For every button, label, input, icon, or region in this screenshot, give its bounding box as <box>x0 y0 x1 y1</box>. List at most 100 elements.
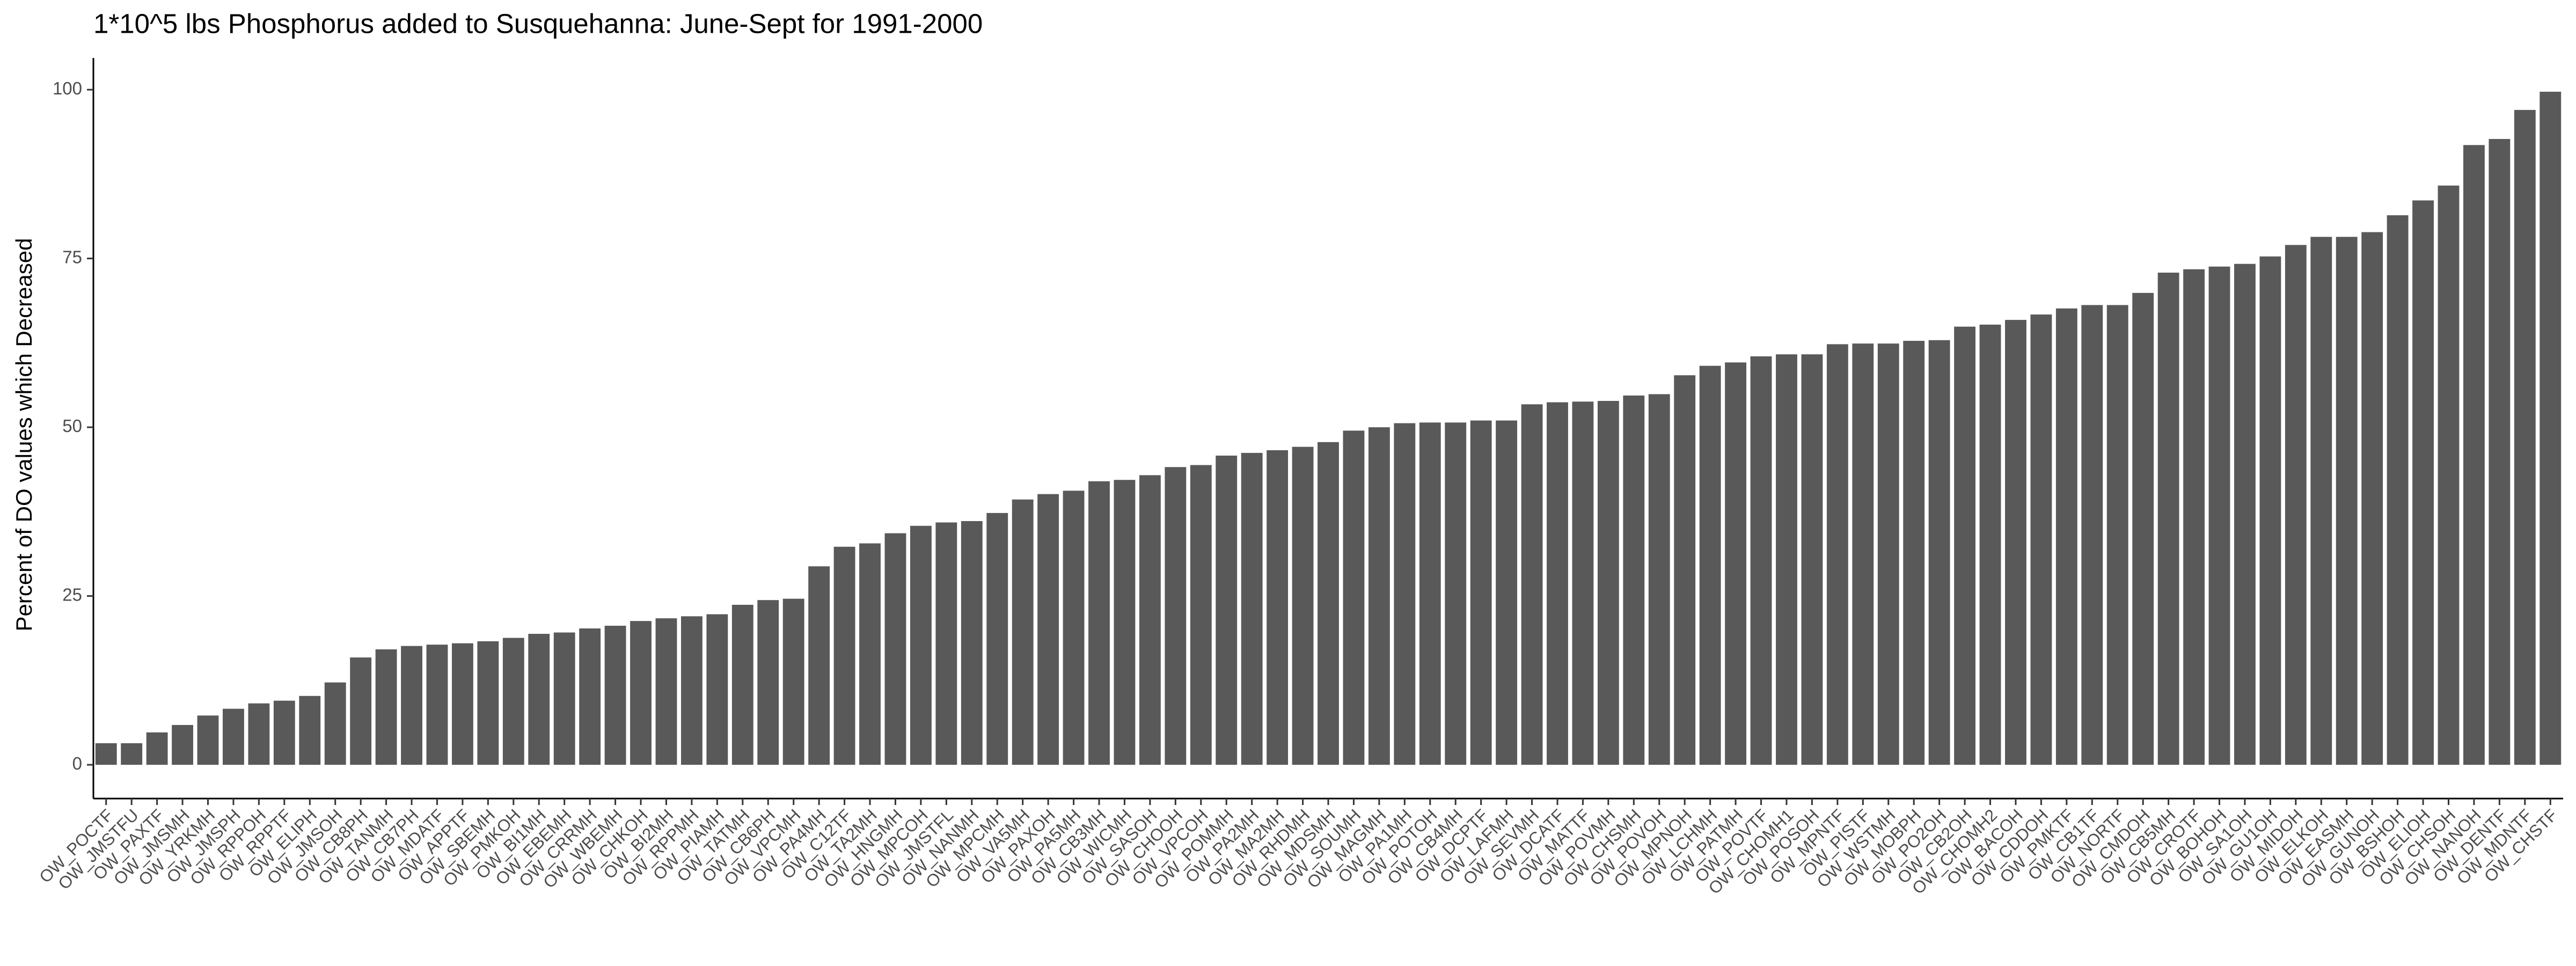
bar <box>1037 494 1059 765</box>
bar <box>1216 455 1238 765</box>
bar <box>477 641 499 765</box>
bar <box>1801 354 1823 765</box>
bar <box>2005 320 2026 765</box>
bar <box>2106 305 2128 765</box>
bar <box>375 649 397 765</box>
bar <box>808 566 830 765</box>
bar <box>273 700 295 765</box>
bar <box>95 743 117 765</box>
bar <box>1903 341 1925 765</box>
bar <box>1063 491 1085 765</box>
bar <box>172 724 193 765</box>
bar <box>961 521 983 765</box>
y-tick-label: 0 <box>72 753 82 773</box>
bar <box>2540 91 2562 765</box>
bar <box>910 525 932 765</box>
bar <box>1979 324 2001 765</box>
bar <box>1877 343 1899 765</box>
bar <box>2387 215 2409 765</box>
bar <box>1445 422 1467 765</box>
bar <box>1776 354 1797 765</box>
bar <box>604 625 626 765</box>
bar <box>223 708 244 765</box>
bar <box>1597 401 1619 765</box>
bar <box>2208 266 2230 765</box>
bar <box>680 616 702 765</box>
bar <box>630 621 652 765</box>
bar <box>986 513 1008 765</box>
bar <box>859 543 881 765</box>
bar <box>2183 269 2205 765</box>
bar <box>146 732 168 765</box>
bar <box>528 634 550 765</box>
bar <box>1750 356 1772 765</box>
y-tick-label: 75 <box>62 247 82 267</box>
bar <box>579 628 601 765</box>
bar <box>2030 314 2052 765</box>
bar <box>1547 402 1568 765</box>
bar <box>1139 475 1161 765</box>
bar <box>1241 452 1263 765</box>
bar <box>1699 365 1721 765</box>
bar <box>1954 326 1976 765</box>
bar <box>833 546 855 765</box>
bar <box>1521 404 1543 765</box>
y-tick-label: 50 <box>62 416 82 436</box>
bar <box>1674 375 1696 765</box>
bar <box>2259 256 2281 765</box>
bar <box>1725 362 1747 765</box>
bar <box>1318 442 1339 765</box>
bar <box>2336 237 2358 765</box>
bar <box>1368 427 1390 765</box>
bar <box>655 618 677 765</box>
bar <box>706 614 728 765</box>
bar <box>2310 237 2332 765</box>
bar <box>1572 401 1594 765</box>
bar <box>553 632 575 765</box>
bar <box>1648 394 1670 765</box>
bar <box>2285 245 2307 765</box>
bar <box>324 682 346 765</box>
bar <box>731 604 753 765</box>
bar <box>248 703 270 765</box>
bar <box>426 645 448 765</box>
bar <box>1852 343 1874 765</box>
bar <box>1496 420 1518 765</box>
bar <box>757 600 779 765</box>
bar <box>197 715 219 765</box>
bar <box>1267 450 1289 765</box>
y-tick-label: 25 <box>62 584 82 604</box>
bar <box>1623 395 1645 765</box>
bar <box>1114 480 1136 765</box>
bar <box>1826 344 1848 765</box>
bar <box>2055 308 2077 765</box>
bar <box>1928 340 1950 765</box>
bar <box>1343 430 1365 765</box>
bar <box>1292 447 1314 765</box>
bar <box>452 643 473 765</box>
y-axis-label: Percent of DO values which Decreased <box>11 238 36 631</box>
bar <box>2361 232 2383 765</box>
bar <box>2157 273 2179 765</box>
bar <box>401 646 422 765</box>
bar <box>1088 481 1110 765</box>
bar <box>884 533 906 765</box>
bar <box>2132 292 2154 765</box>
bar <box>782 598 804 765</box>
bar <box>1165 467 1187 765</box>
chart-title: 1*10^5 lbs Phosphorus added to Susquehan… <box>93 8 983 39</box>
bar <box>2514 109 2536 765</box>
bar <box>1012 499 1034 765</box>
bar <box>1394 423 1416 765</box>
bar <box>2438 185 2460 765</box>
bar <box>1419 422 1441 765</box>
bar <box>350 657 372 765</box>
bar <box>2081 305 2103 765</box>
bar <box>935 522 957 765</box>
bar <box>2412 200 2434 765</box>
bar <box>2463 145 2485 765</box>
bar <box>2234 264 2256 765</box>
bar <box>121 743 143 765</box>
bar <box>299 696 321 765</box>
